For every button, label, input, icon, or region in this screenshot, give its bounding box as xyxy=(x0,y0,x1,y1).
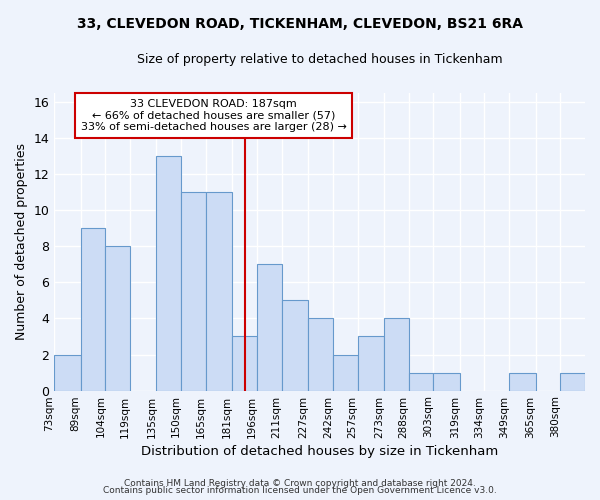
X-axis label: Distribution of detached houses by size in Tickenham: Distribution of detached houses by size … xyxy=(141,444,498,458)
Text: Contains public sector information licensed under the Open Government Licence v3: Contains public sector information licen… xyxy=(103,486,497,495)
Bar xyxy=(409,372,433,390)
Bar xyxy=(358,336,384,390)
Bar xyxy=(333,354,358,390)
Text: Contains HM Land Registry data © Crown copyright and database right 2024.: Contains HM Land Registry data © Crown c… xyxy=(124,478,476,488)
Bar xyxy=(232,336,257,390)
Bar xyxy=(257,264,282,390)
Bar xyxy=(384,318,409,390)
Bar xyxy=(206,192,232,390)
Bar xyxy=(308,318,333,390)
Bar xyxy=(157,156,181,390)
Bar xyxy=(106,246,130,390)
Text: 33, CLEVEDON ROAD, TICKENHAM, CLEVEDON, BS21 6RA: 33, CLEVEDON ROAD, TICKENHAM, CLEVEDON, … xyxy=(77,18,523,32)
Text: 33 CLEVEDON ROAD: 187sqm
← 66% of detached houses are smaller (57)
33% of semi-d: 33 CLEVEDON ROAD: 187sqm ← 66% of detach… xyxy=(80,99,346,132)
Bar xyxy=(80,228,106,390)
Bar xyxy=(54,354,80,390)
Bar xyxy=(282,300,308,390)
Y-axis label: Number of detached properties: Number of detached properties xyxy=(15,144,28,340)
Bar xyxy=(181,192,206,390)
Title: Size of property relative to detached houses in Tickenham: Size of property relative to detached ho… xyxy=(137,52,502,66)
Bar xyxy=(433,372,460,390)
Bar xyxy=(560,372,585,390)
Bar xyxy=(509,372,536,390)
